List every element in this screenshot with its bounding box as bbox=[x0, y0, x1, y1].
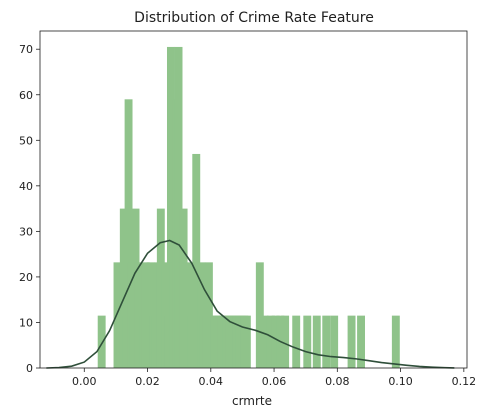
histogram-bar-60 bbox=[312, 315, 321, 368]
y-tick-label-2: 20 bbox=[19, 271, 33, 284]
histogram-bar-20 bbox=[161, 262, 170, 368]
histogram-bar-12 bbox=[141, 262, 150, 368]
histogram-bar-63 bbox=[347, 315, 356, 368]
x-tick-label-6: 0.12 bbox=[452, 375, 477, 388]
histogram-bar-0 bbox=[97, 315, 106, 368]
y-tick-label-7: 70 bbox=[19, 43, 33, 56]
x-tick-label-5: 0.10 bbox=[388, 375, 413, 388]
y-axis-ticks: 0 10 20 30 40 50 60 70 bbox=[19, 43, 40, 375]
histogram-bar-65 bbox=[391, 315, 400, 368]
histogram-bar-14 bbox=[146, 262, 155, 368]
histogram-bar-37 bbox=[204, 262, 213, 368]
x-tick-label-1: 0.02 bbox=[135, 375, 160, 388]
y-tick-label-3: 30 bbox=[19, 225, 33, 238]
histogram-bar-61 bbox=[322, 315, 331, 368]
histogram-bar-28 bbox=[182, 262, 191, 368]
histogram-bar-58 bbox=[292, 315, 301, 368]
histogram-bar-18 bbox=[156, 208, 165, 368]
x-axis-ticks: 0.00 0.02 0.04 0.06 0.08 0.10 0.12 bbox=[72, 368, 476, 388]
y-tick-label-1: 10 bbox=[19, 316, 33, 329]
histogram-bar-1 bbox=[113, 262, 122, 368]
y-tick-label-6: 60 bbox=[19, 89, 33, 102]
histogram-bar-3 bbox=[119, 208, 128, 368]
x-tick-label-3: 0.06 bbox=[262, 375, 287, 388]
histogram-bar-52 bbox=[255, 262, 264, 368]
histogram-bar-22 bbox=[166, 46, 175, 368]
histogram-bar-51 bbox=[242, 315, 251, 368]
histogram-bar-59 bbox=[303, 315, 312, 368]
histogram-bar-6 bbox=[127, 262, 136, 368]
y-tick-label-5: 50 bbox=[19, 134, 33, 147]
x-tick-label-2: 0.04 bbox=[199, 375, 224, 388]
histogram-bar-9 bbox=[134, 262, 143, 368]
histogram-bar-54 bbox=[266, 315, 275, 368]
histogram-bar-25 bbox=[174, 46, 183, 368]
x-axis-label: crmrte bbox=[232, 394, 272, 408]
x-tick-label-4: 0.08 bbox=[325, 375, 350, 388]
histogram-bar-53 bbox=[260, 315, 269, 368]
y-tick-label-4: 40 bbox=[19, 180, 33, 193]
bars-layer bbox=[97, 46, 400, 368]
histogram-bar-64 bbox=[357, 315, 365, 368]
histogram-bar-55 bbox=[271, 315, 280, 368]
plot-frame bbox=[39, 30, 468, 369]
x-tick-label-0: 0.00 bbox=[72, 375, 97, 388]
histogram-bar-32 bbox=[192, 153, 201, 368]
histogram-bar-62 bbox=[330, 315, 339, 368]
y-tick-label-0: 0 bbox=[26, 362, 33, 375]
histogram-bar-5 bbox=[124, 99, 133, 368]
kde-line bbox=[46, 239, 455, 369]
histogram-bar-34 bbox=[197, 262, 206, 368]
chart-title: Distribution of Crime Rate Feature bbox=[134, 10, 374, 26]
histogram-bar-57 bbox=[281, 315, 290, 368]
